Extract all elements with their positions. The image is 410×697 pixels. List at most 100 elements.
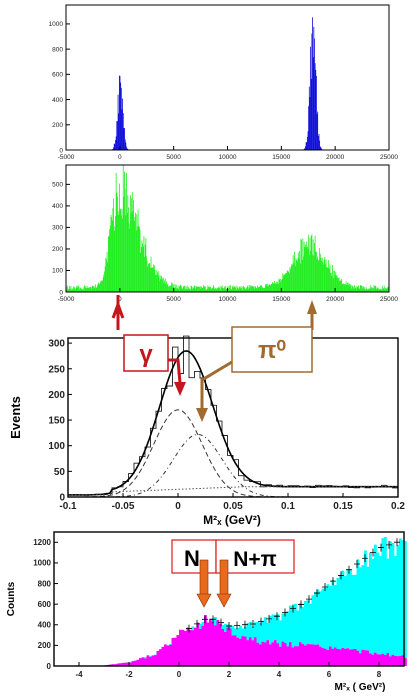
histogram-bin: [69, 288, 71, 292]
histogram-bin: [379, 289, 381, 292]
histogram-bin: [318, 259, 320, 292]
cyan-bin: [236, 627, 240, 638]
histogram-bin: [80, 288, 82, 292]
histogram-bin: [75, 289, 76, 292]
histogram-bin: [120, 209, 122, 292]
histogram-bin: [200, 286, 202, 292]
histogram-bin: [234, 285, 236, 292]
histogram-bin: [122, 218, 123, 292]
histogram-bin: [167, 283, 169, 292]
magenta-bin: [181, 629, 185, 666]
histogram-bin: [293, 263, 295, 292]
magenta-bin: [261, 641, 265, 666]
histogram-bin: [237, 287, 238, 292]
magenta-bin: [339, 649, 342, 666]
histogram-bin: [277, 284, 279, 292]
histogram-bin: [316, 258, 318, 292]
histogram-bin: [309, 238, 311, 292]
histogram-bin: [123, 196, 125, 292]
histogram-bin: [126, 172, 127, 292]
x-tick-label: 20000: [326, 296, 344, 303]
cyan-bin: [166, 644, 170, 646]
histogram-bin: [110, 215, 112, 292]
histogram-bin: [160, 275, 162, 292]
histogram-bin: [378, 288, 379, 292]
histogram-bin: [131, 198, 133, 292]
magenta-bin: [364, 650, 367, 666]
histogram-bin: [365, 287, 367, 292]
x-tick-label: 5000: [166, 296, 181, 303]
histogram-bin: [321, 148, 322, 150]
cyan-bin: [251, 626, 255, 641]
histogram-bin: [251, 286, 253, 292]
histogram-bin: [186, 285, 188, 292]
histogram-bin: [370, 287, 372, 292]
histogram-bin: [279, 279, 280, 292]
magenta-bin: [394, 655, 397, 666]
histogram-bin: [314, 235, 316, 292]
magenta-bin: [116, 663, 120, 666]
cyan-bin: [381, 538, 385, 654]
histogram-bin: [259, 286, 260, 292]
histogram-bin: [361, 285, 363, 292]
histogram-bin: [305, 146, 306, 150]
histogram-bin: [139, 226, 140, 292]
histogram-bin: [170, 285, 172, 292]
x-tick-label: 2: [227, 670, 232, 679]
x-tick-label: -0.1: [59, 501, 77, 512]
histogram-bin: [228, 288, 229, 292]
histogram-bin: [367, 289, 368, 292]
histogram-bin: [310, 235, 312, 292]
x-tick-label: 8: [377, 670, 382, 679]
y-tick-label: 200: [52, 122, 63, 129]
histogram-bin: [222, 288, 224, 292]
data-point: [386, 540, 392, 549]
histogram-bin: [188, 287, 189, 292]
histogram-bin: [91, 285, 93, 292]
histogram-bin: [184, 285, 186, 292]
magenta-bin: [286, 646, 290, 666]
gamma-down-arrow: [165, 358, 182, 384]
histogram-bin: [248, 285, 250, 292]
n-pi-arrowhead: [216, 593, 232, 608]
histogram-bin: [87, 287, 89, 292]
histogram-bin: [252, 286, 254, 292]
histogram-bin: [94, 288, 96, 292]
data-point: [290, 604, 296, 613]
histogram-bin: [299, 263, 301, 292]
histogram-bin: [135, 230, 137, 292]
magenta-bin: [179, 629, 182, 666]
histogram-bin: [350, 284, 352, 292]
magenta-bin: [331, 648, 335, 666]
x-axis-label: M²ₓ (GeV²): [203, 513, 261, 527]
magenta-bin: [241, 636, 245, 666]
cyan-bin: [334, 584, 337, 648]
histogram-bin: [297, 261, 299, 292]
magenta-bin: [351, 649, 355, 666]
histogram-bin: [105, 257, 107, 292]
y-tick-label: 600: [38, 600, 52, 609]
cyan-bin: [221, 624, 225, 630]
histogram-bin: [334, 270, 335, 292]
y-tick-label: 100: [52, 268, 63, 275]
magenta-bin: [184, 631, 187, 666]
cyan-bin: [246, 622, 250, 641]
magenta-bin: [311, 644, 315, 666]
histogram-bin: [217, 288, 218, 292]
histogram-bin: [305, 244, 306, 292]
gamma-down-arrowhead: [174, 382, 186, 396]
histogram-bin: [350, 288, 352, 292]
histogram-bin: [171, 282, 173, 292]
histogram-bin: [233, 286, 235, 292]
y-tick-label: 0: [59, 147, 63, 154]
y-tick-label: 150: [48, 416, 65, 427]
histogram-bin: [280, 282, 282, 292]
histogram-bin: [263, 288, 265, 292]
magenta-bin: [334, 647, 337, 666]
histogram-bin: [235, 287, 237, 292]
histogram-bin: [374, 286, 375, 292]
histogram-bin: [113, 147, 114, 150]
data-point: [218, 618, 224, 627]
histogram-bin: [113, 198, 114, 292]
histogram-bin: [126, 148, 128, 150]
